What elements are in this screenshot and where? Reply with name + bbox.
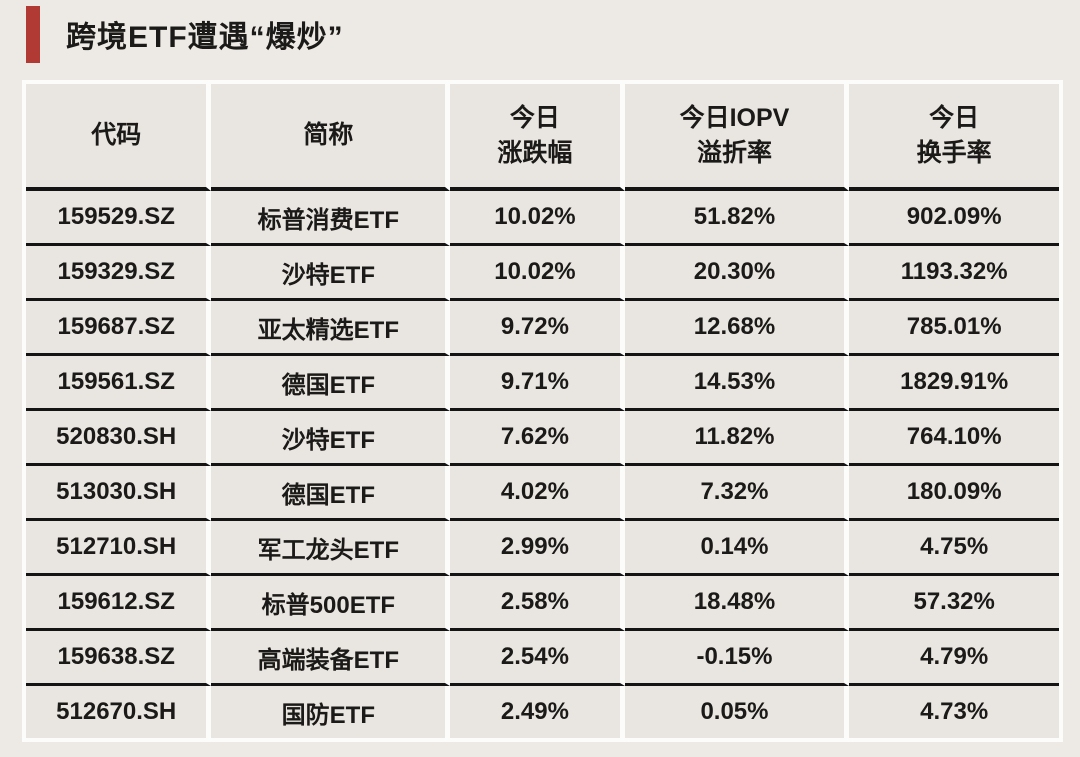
table-row: 159638.SZ 高端装备ETF 2.54% -0.15% 4.79% — [26, 631, 1059, 686]
cell-iopv: 20.30% — [624, 246, 850, 301]
cell-turnover: 1829.91% — [849, 356, 1059, 411]
title-accent-bar-icon — [26, 5, 40, 63]
column-header-turnover: 今日 换手率 — [849, 84, 1059, 191]
cell-iopv: 51.82% — [624, 191, 850, 246]
cell-iopv: 18.48% — [624, 576, 850, 631]
cell-iopv: 12.68% — [624, 301, 850, 356]
cell-turnover: 1193.32% — [849, 246, 1059, 301]
cell-name: 沙特ETF — [211, 411, 451, 466]
header-name-label: 简称 — [303, 121, 354, 149]
cell-iopv: 7.32% — [624, 466, 850, 521]
cell-iopv: 0.05% — [624, 686, 850, 738]
cell-name: 国防ETF — [211, 686, 451, 738]
column-header-iopv: 今日IOPV 溢折率 — [624, 84, 850, 191]
table-row: 159612.SZ 标普500ETF 2.58% 18.48% 57.32% — [26, 576, 1059, 631]
cell-turnover: 57.32% — [849, 576, 1059, 631]
cell-code: 159561.SZ — [26, 356, 212, 411]
cell-turnover: 4.73% — [849, 686, 1059, 738]
cell-name: 高端装备ETF — [211, 631, 451, 686]
table-row: 159561.SZ 德国ETF 9.71% 14.53% 1829.91% — [26, 356, 1059, 411]
column-header-code: 代码 — [26, 84, 212, 191]
header-turnover-line1: 今日 — [929, 103, 980, 132]
cell-name: 军工龙头ETF — [211, 521, 451, 576]
cell-code: 159687.SZ — [26, 301, 212, 356]
cell-code: 159638.SZ — [26, 631, 212, 686]
cell-turnover: 764.10% — [849, 411, 1059, 466]
table-row: 512710.SH 军工龙头ETF 2.99% 0.14% 4.75% — [26, 521, 1059, 576]
header-turnover-line2: 换手率 — [916, 138, 992, 167]
cell-name: 德国ETF — [211, 356, 451, 411]
cell-change: 9.71% — [450, 356, 625, 411]
cell-change: 9.72% — [450, 301, 625, 356]
table-row: 159529.SZ 标普消费ETF 10.02% 51.82% 902.09% — [26, 191, 1059, 246]
cell-change: 10.02% — [450, 191, 625, 246]
cell-name: 标普500ETF — [211, 576, 451, 631]
table-header-row: 代码 简称 今日 涨跌幅 今日IOPV 溢折率 今日 换手率 — [26, 84, 1059, 191]
title-row: 跨境ETF遭遇“爆炒” — [26, 4, 344, 64]
cell-change: 7.62% — [450, 411, 625, 466]
header-iopv-line2: 溢折率 — [696, 138, 772, 167]
column-header-change: 今日 涨跌幅 — [450, 84, 625, 191]
cell-code: 159529.SZ — [26, 191, 212, 246]
table-row: 159687.SZ 亚太精选ETF 9.72% 12.68% 785.01% — [26, 301, 1059, 356]
cell-turnover: 785.01% — [849, 301, 1059, 356]
cell-change: 2.58% — [450, 576, 625, 631]
cell-change: 4.02% — [450, 466, 625, 521]
cell-code: 520830.SH — [26, 411, 212, 466]
cell-name: 亚太精选ETF — [211, 301, 451, 356]
page-title: 跨境ETF遭遇“爆炒” — [66, 21, 344, 54]
table-row: 159329.SZ 沙特ETF 10.02% 20.30% 1193.32% — [26, 246, 1059, 301]
cell-code: 159612.SZ — [26, 576, 212, 631]
cell-name: 沙特ETF — [211, 246, 451, 301]
cell-name: 德国ETF — [211, 466, 451, 521]
header-code-label: 代码 — [91, 121, 142, 149]
header-iopv-line1: 今日IOPV — [679, 103, 790, 132]
cell-iopv: 0.14% — [624, 521, 850, 576]
cell-turnover: 4.79% — [849, 631, 1059, 686]
cell-change: 2.49% — [450, 686, 625, 738]
table-row: 520830.SH 沙特ETF 7.62% 11.82% 764.10% — [26, 411, 1059, 466]
cell-turnover: 180.09% — [849, 466, 1059, 521]
cell-iopv: -0.15% — [624, 631, 850, 686]
cell-iopv: 11.82% — [624, 411, 850, 466]
cell-change: 2.54% — [450, 631, 625, 686]
cell-change: 10.02% — [450, 246, 625, 301]
cell-name: 标普消费ETF — [211, 191, 451, 246]
cell-turnover: 4.75% — [849, 521, 1059, 576]
header-change-line2: 涨跌幅 — [497, 138, 573, 167]
column-header-name: 简称 — [211, 84, 451, 191]
cell-iopv: 14.53% — [624, 356, 850, 411]
etf-table: 代码 简称 今日 涨跌幅 今日IOPV 溢折率 今日 换手率 159529.SZ — [22, 80, 1063, 742]
cell-code: 513030.SH — [26, 466, 212, 521]
header-change-line1: 今日 — [509, 103, 560, 132]
cell-code: 159329.SZ — [26, 246, 212, 301]
table-row: 513030.SH 德国ETF 4.02% 7.32% 180.09% — [26, 466, 1059, 521]
cell-turnover: 902.09% — [849, 191, 1059, 246]
cell-change: 2.99% — [450, 521, 625, 576]
table-row: 512670.SH 国防ETF 2.49% 0.05% 4.73% — [26, 686, 1059, 738]
cell-code: 512710.SH — [26, 521, 212, 576]
cell-code: 512670.SH — [26, 686, 212, 738]
